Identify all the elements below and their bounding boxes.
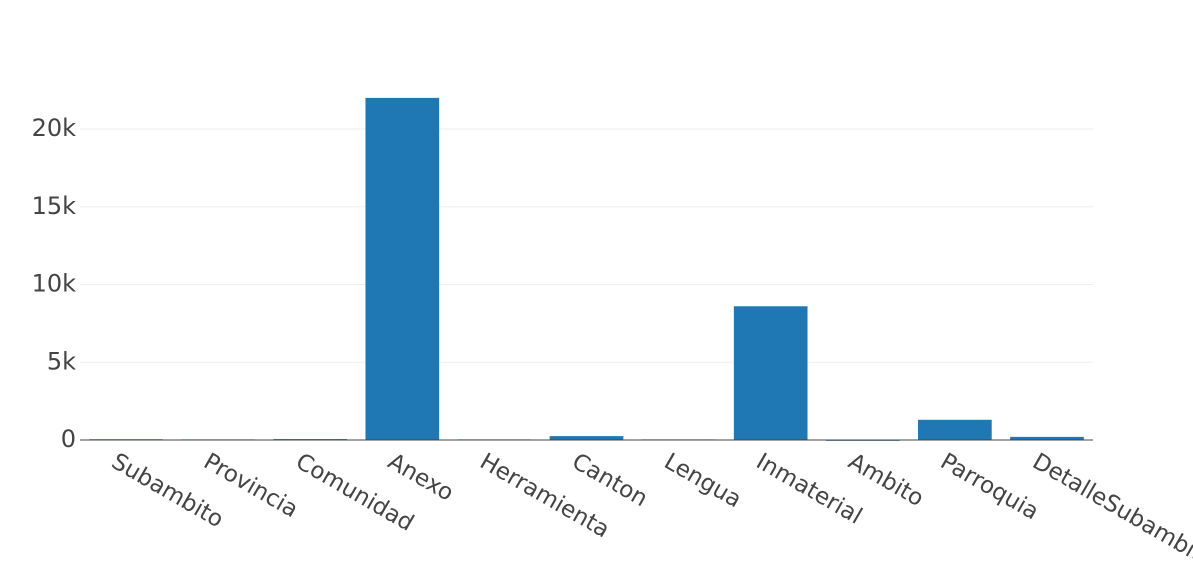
y-tick-label: 15k (32, 192, 77, 220)
bar (549, 436, 624, 440)
y-tick-label: 20k (32, 114, 77, 142)
bar (365, 97, 440, 441)
y-tick-label: 0 (61, 425, 76, 453)
y-tick-label: 10k (32, 270, 77, 298)
x-tick-label: Lengua (660, 449, 746, 514)
y-tick-label: 5k (47, 347, 76, 375)
x-tick-label: Parroquia (936, 449, 1043, 526)
x-tick-label: DetalleSubambito (1028, 449, 1193, 570)
bar (918, 419, 992, 440)
x-tick-label: Anexo (383, 449, 458, 507)
bar (733, 306, 808, 440)
bar (1010, 436, 1084, 440)
